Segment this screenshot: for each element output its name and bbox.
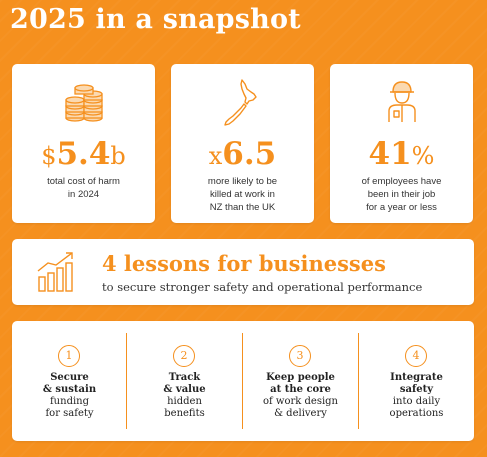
divider xyxy=(358,333,359,429)
stat-value: $5.4b xyxy=(41,136,126,172)
stat-description: of employees have been in their job for … xyxy=(361,176,442,213)
lesson-number-badge: 1 xyxy=(58,345,80,367)
worker-icon xyxy=(330,78,473,124)
page-title: 2025 in a snapshot xyxy=(10,4,301,35)
growth-chart-icon xyxy=(36,249,82,299)
lesson-item: 2 Track & value hidden benefits xyxy=(127,321,242,441)
stat-description: total cost of harm in 2024 xyxy=(47,176,120,200)
lessons-list-card: 1 Secure & sustain funding for safety 2 Tr… xyxy=(12,321,474,441)
lesson-item: 1 Secure & sustain funding for safety xyxy=(12,321,127,441)
stat-card-job-tenure: 41% of employees have been in their job … xyxy=(330,64,473,223)
stat-value: 41% xyxy=(368,136,435,172)
lesson-number-badge: 4 xyxy=(405,345,427,367)
lessons-header-card: 4 lessons for businesses to secure stron… xyxy=(12,239,474,305)
lesson-text: Keep people at the core of work design & d… xyxy=(263,372,338,419)
stat-description: more likely to be killed at work in NZ t… xyxy=(207,176,278,213)
lesson-number-badge: 2 xyxy=(173,345,195,367)
divider xyxy=(126,333,127,429)
stat-card-cost-of-harm: $5.4b total cost of harm in 2024 xyxy=(12,64,155,223)
lesson-text: Integrate safety into daily operations xyxy=(389,372,444,419)
stat-value: x6.5 xyxy=(208,136,277,172)
divider xyxy=(242,333,243,429)
lesson-text: Track & value hidden benefits xyxy=(163,372,206,419)
new-zealand-map-icon xyxy=(171,78,314,126)
stat-card-fatality-ratio: x6.5 more likely to be killed at work in… xyxy=(171,64,314,223)
lesson-text: Secure & sustain funding for safety xyxy=(42,372,97,419)
lessons-heading: 4 lessons for businesses xyxy=(102,251,386,276)
lesson-item: 4 Integrate safety into daily operations xyxy=(359,321,474,441)
lesson-item: 3 Keep people at the core of work design &… xyxy=(243,321,358,441)
lesson-number-badge: 3 xyxy=(289,345,311,367)
coins-icon xyxy=(12,78,155,124)
lessons-subheading: to secure stronger safety and operationa… xyxy=(102,280,423,294)
